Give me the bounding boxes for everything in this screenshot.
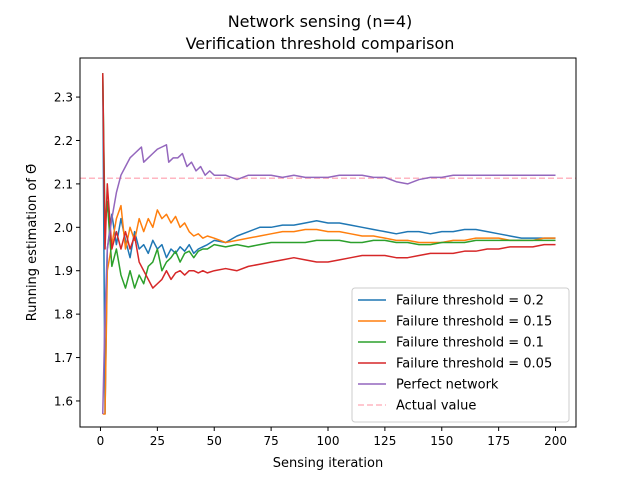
series-line-4	[102, 73, 556, 289]
y-tick-label: 2.3	[54, 91, 73, 105]
series-line-5	[102, 144, 556, 414]
series-line-2	[102, 204, 556, 415]
y-tick-label: 1.6	[54, 394, 73, 408]
legend-box	[351, 287, 570, 423]
y-tick-label: 2.0	[54, 221, 73, 235]
series-line-1	[102, 73, 556, 415]
x-tick-label: 175	[487, 434, 510, 448]
series-line-3	[102, 73, 556, 289]
x-tick-label: 200	[544, 434, 567, 448]
y-tick-label: 1.9	[54, 264, 73, 278]
y-tick-label: 1.8	[54, 308, 73, 322]
chart-subtitle: Verification threshold comparison	[186, 34, 455, 53]
x-tick-label: 125	[373, 434, 396, 448]
x-tick-label: 0	[97, 434, 105, 448]
x-tick-label: 50	[207, 434, 222, 448]
legend-entry-label: Perfect network	[396, 378, 499, 393]
legend-entry-label: Actual value	[396, 399, 476, 414]
y-tick-label: 2.2	[54, 134, 73, 148]
legend-entry-label: Failure threshold = 0.1	[396, 336, 544, 351]
x-tick-label: 150	[430, 434, 453, 448]
legend-entry-label: Failure threshold = 0.15	[396, 315, 552, 330]
chart-title: Network sensing (n=4)	[228, 12, 413, 31]
legend-entry-label: Failure threshold = 0.05	[396, 357, 552, 372]
y-axis-ticks: 1.6 1.7 1.8 1.9 2.0 2.1 2.2 2.3	[54, 91, 80, 408]
x-tick-label: 25	[150, 434, 165, 448]
x-tick-label: 75	[263, 434, 278, 448]
x-axis-ticks: 0 25 50 75 100 125 150 175 200	[97, 427, 567, 448]
y-tick-label: 2.1	[54, 177, 73, 191]
legend: Failure threshold = 0.2 Failure threshold…	[351, 287, 570, 423]
y-tick-label: 1.7	[54, 351, 73, 365]
y-axis-label: Running estimation of Θ̄	[25, 164, 40, 321]
legend-entry-label: Failure threshold = 0.2	[396, 294, 544, 309]
x-axis-label: Sensing iteration	[273, 456, 383, 471]
series-layer	[102, 73, 556, 415]
x-tick-label: 100	[317, 434, 340, 448]
